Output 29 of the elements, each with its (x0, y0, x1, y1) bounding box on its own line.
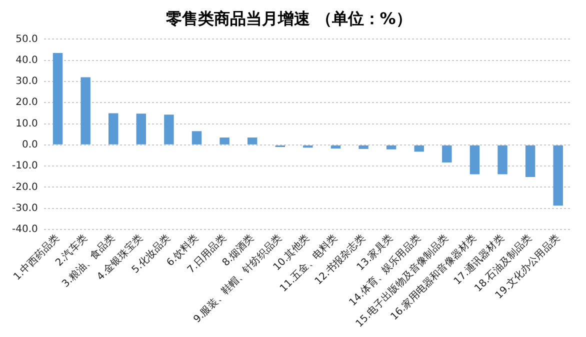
bar (553, 145, 563, 206)
y-tick-label: 20.0 (16, 97, 38, 108)
bar (247, 138, 258, 144)
bar (358, 145, 368, 149)
bar (108, 113, 118, 144)
y-tick-label: -40.0 (12, 224, 38, 236)
bar (442, 145, 452, 162)
bar (52, 52, 63, 144)
y-tick-label: 30.0 (16, 76, 38, 88)
chart-title: 零售类商品当月增速 （单位：%） (165, 8, 412, 28)
bar (525, 145, 536, 178)
bar (164, 114, 174, 144)
y-tick-label: 50.0 (16, 34, 38, 45)
bar (470, 145, 480, 174)
y-tick-label: 40.0 (16, 54, 38, 66)
bar (414, 145, 424, 152)
y-tick-label: 10.0 (16, 118, 38, 130)
y-tick-label: -30.0 (12, 202, 38, 214)
bar (386, 145, 396, 150)
bar (136, 114, 146, 144)
bar (220, 138, 230, 144)
y-tick-label: -20.0 (12, 182, 38, 193)
bar (80, 77, 90, 144)
bar (192, 131, 202, 144)
bar (330, 145, 341, 149)
y-tick-label: 0.0 (22, 140, 38, 151)
bar (498, 145, 508, 174)
y-tick-label: -10.0 (12, 160, 38, 172)
bar (303, 145, 313, 148)
